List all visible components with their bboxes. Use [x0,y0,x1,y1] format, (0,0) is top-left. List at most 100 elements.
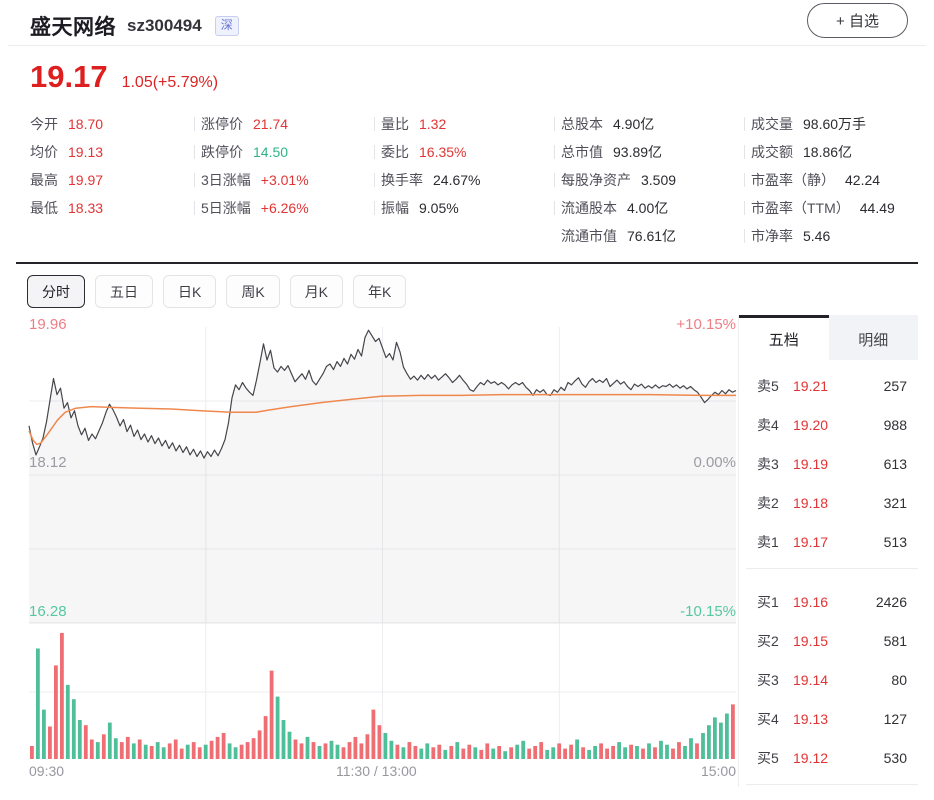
stat-value: 4.90亿 [613,116,655,132]
order-book-panel: 五档 明细 卖5 19.21 257 卖4 19.20 988 卖3 19.19 613 卖2 19… [738,315,918,787]
stat-label: 跌停价 [201,144,243,160]
stat-row: 量比 1.32 [381,110,547,138]
order-volume: 257 [883,377,907,394]
stat-label: 换手率 [381,172,423,188]
bid-rows: 买1 19.16 2426 买2 19.15 581 买3 19.14 80 买4 19.13 127… [739,576,918,777]
stat-row: 最低 18.33 [30,194,187,222]
quote-row: 19.17 1.05(+5.79%) [16,59,918,95]
stat-row: 市盈率（TTM） 44.49 [751,194,918,222]
stat-label: 每股净资产 [561,172,631,188]
order-volume: 513 [883,533,907,550]
stat-label: 最低 [30,200,58,216]
stat-label: 均价 [30,144,58,160]
stat-label: 市净率 [751,228,793,244]
stat-row: 涨停价 21.74 [201,110,367,138]
stat-value: +3.01% [260,172,309,188]
stat-value: 19.13 [68,144,104,160]
order-price: 19.14 [793,671,829,688]
bid-row-3[interactable]: 买3 19.14 80 [739,660,918,699]
stat-label: 振幅 [381,200,409,216]
order-level-label: 买1 [757,593,779,610]
stock-code: sz300494 [127,16,202,35]
order-level-label: 买4 [757,710,779,727]
order-book-bottom-divider [746,784,918,785]
stats-separator [737,110,751,250]
y-label-low: 16.28 [29,603,67,620]
order-volume: 127 [883,710,907,727]
stat-value: 93.89亿 [613,144,663,160]
add-watchlist-button[interactable]: + 自选 [807,3,908,38]
tab-分时[interactable]: 分时 [27,275,85,308]
stat-value: 18.86亿 [803,144,853,160]
section-divider [16,262,918,264]
stat-value: 18.33 [68,200,104,216]
stats-column: 量比 1.32 委比 16.35% 换手率 24.67% 振幅 9.05% [381,110,547,250]
y-label-mid: 18.12 [29,454,67,471]
stat-row: 换手率 24.67% [381,166,547,194]
order-book-divider [746,568,918,569]
stat-row: 振幅 9.05% [381,194,547,222]
intraday-chart-canvas[interactable] [16,315,738,785]
bid-row-4[interactable]: 买4 19.13 127 [739,699,918,738]
stat-label: 成交额 [751,144,793,160]
stat-label: 委比 [381,144,409,160]
bid-row-1[interactable]: 买1 19.16 2426 [739,582,918,621]
stat-label: 市盈率（静） [751,172,835,188]
order-price: 19.12 [793,749,829,766]
stat-label: 5日涨幅 [201,200,251,216]
tab-年K[interactable]: 年K [353,275,407,308]
bid-row-2[interactable]: 买2 19.15 581 [739,621,918,660]
order-level-label: 卖4 [757,416,779,433]
ask-row-3[interactable]: 卖3 19.19 613 [739,444,918,483]
y-label-high-pct: +10.15% [676,316,736,333]
stats-column: 成交量 98.60万手 成交额 18.86亿市盈率（静） 42.24 市盈率（TTM） 44… [751,110,918,250]
stat-row: 今开 18.70 [30,110,187,138]
header-bar: 盛天网络 sz300494 深 + 自选 [0,0,934,42]
order-level-label: 买5 [757,749,779,766]
tab-五日[interactable]: 五日 [95,275,153,308]
tab-月K[interactable]: 月K [289,275,344,308]
stats-separator [367,110,381,250]
stat-value: 98.60万手 [803,116,867,132]
stats-separator [547,110,561,250]
tab-周K[interactable]: 周K [226,275,280,308]
stat-value: 76.61亿 [627,228,677,244]
stat-value: 3.509 [641,172,677,188]
stat-row: 成交额 18.86亿 [751,138,918,166]
ask-row-1[interactable]: 卖5 19.21 257 [739,366,918,405]
order-volume: 581 [883,632,907,649]
current-price: 19.17 [30,59,108,94]
tab-details[interactable]: 明细 [828,315,918,360]
stat-value: 21.74 [253,116,289,132]
order-level-label: 买3 [757,671,779,688]
stats-separator [187,110,201,250]
stat-label: 总市值 [561,144,603,160]
stat-value: 9.05% [419,200,459,216]
stat-row: 3日涨幅 +3.01% [201,166,367,194]
tab-日K[interactable]: 日K [163,275,217,308]
order-volume: 530 [883,749,907,766]
ask-row-4[interactable]: 卖2 19.18 321 [739,483,918,522]
stat-label: 流通市值 [561,228,617,244]
stat-label: 涨停价 [201,116,243,132]
avg-price-line [28,393,736,446]
stat-value: 4.00亿 [627,200,669,216]
stat-label: 成交量 [751,116,793,132]
x-label-midday: 11:30 / 13:00 [336,763,417,779]
volume-bars [30,632,735,759]
ask-row-5[interactable]: 卖1 19.17 513 [739,522,918,561]
stat-row: 5日涨幅 +6.26% [201,194,367,222]
stat-row: 均价 19.13 [30,138,187,166]
stat-row: 市净率 5.46 [751,222,918,250]
order-price: 19.20 [793,416,829,433]
stat-label: 3日涨幅 [201,172,251,188]
tab-five-levels[interactable]: 五档 [739,315,829,360]
ask-row-2[interactable]: 卖4 19.20 988 [739,405,918,444]
bid-row-5[interactable]: 买5 19.12 530 [739,738,918,777]
stat-value: 42.24 [845,172,881,188]
x-label-open: 09:30 [29,763,65,779]
stat-value: 24.67% [433,172,481,188]
stat-row: 委比 16.35% [381,138,547,166]
stat-value: 44.49 [859,200,895,216]
